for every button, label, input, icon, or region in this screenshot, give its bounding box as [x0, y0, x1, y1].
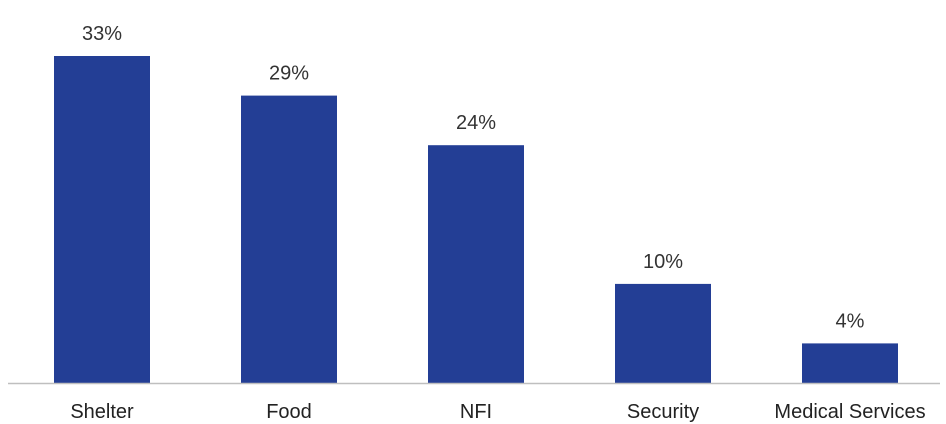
x-tick-security: Security: [627, 401, 699, 423]
value-label-food: 29%: [269, 63, 309, 85]
bar-shelter: [54, 56, 150, 383]
value-label-shelter: 33%: [82, 23, 122, 45]
bar-security: [615, 283, 711, 383]
value-label-nfi: 24%: [456, 112, 496, 134]
x-tick-food: Food: [266, 401, 312, 423]
x-tick-labels-group: Shelter Food NFI Security Medical Services: [70, 401, 925, 423]
x-tick-medical-services: Medical Services: [774, 401, 925, 423]
bars-group: [54, 56, 898, 383]
value-label-security: 10%: [643, 251, 683, 273]
bar-food: [241, 95, 337, 383]
x-tick-shelter: Shelter: [70, 401, 134, 423]
bar-medical-services: [802, 343, 898, 383]
value-labels-group: 33% 29% 24% 10% 4%: [82, 23, 865, 332]
bar-nfi: [428, 145, 524, 383]
value-label-medical-services: 4%: [836, 310, 865, 332]
x-tick-nfi: NFI: [460, 401, 492, 423]
